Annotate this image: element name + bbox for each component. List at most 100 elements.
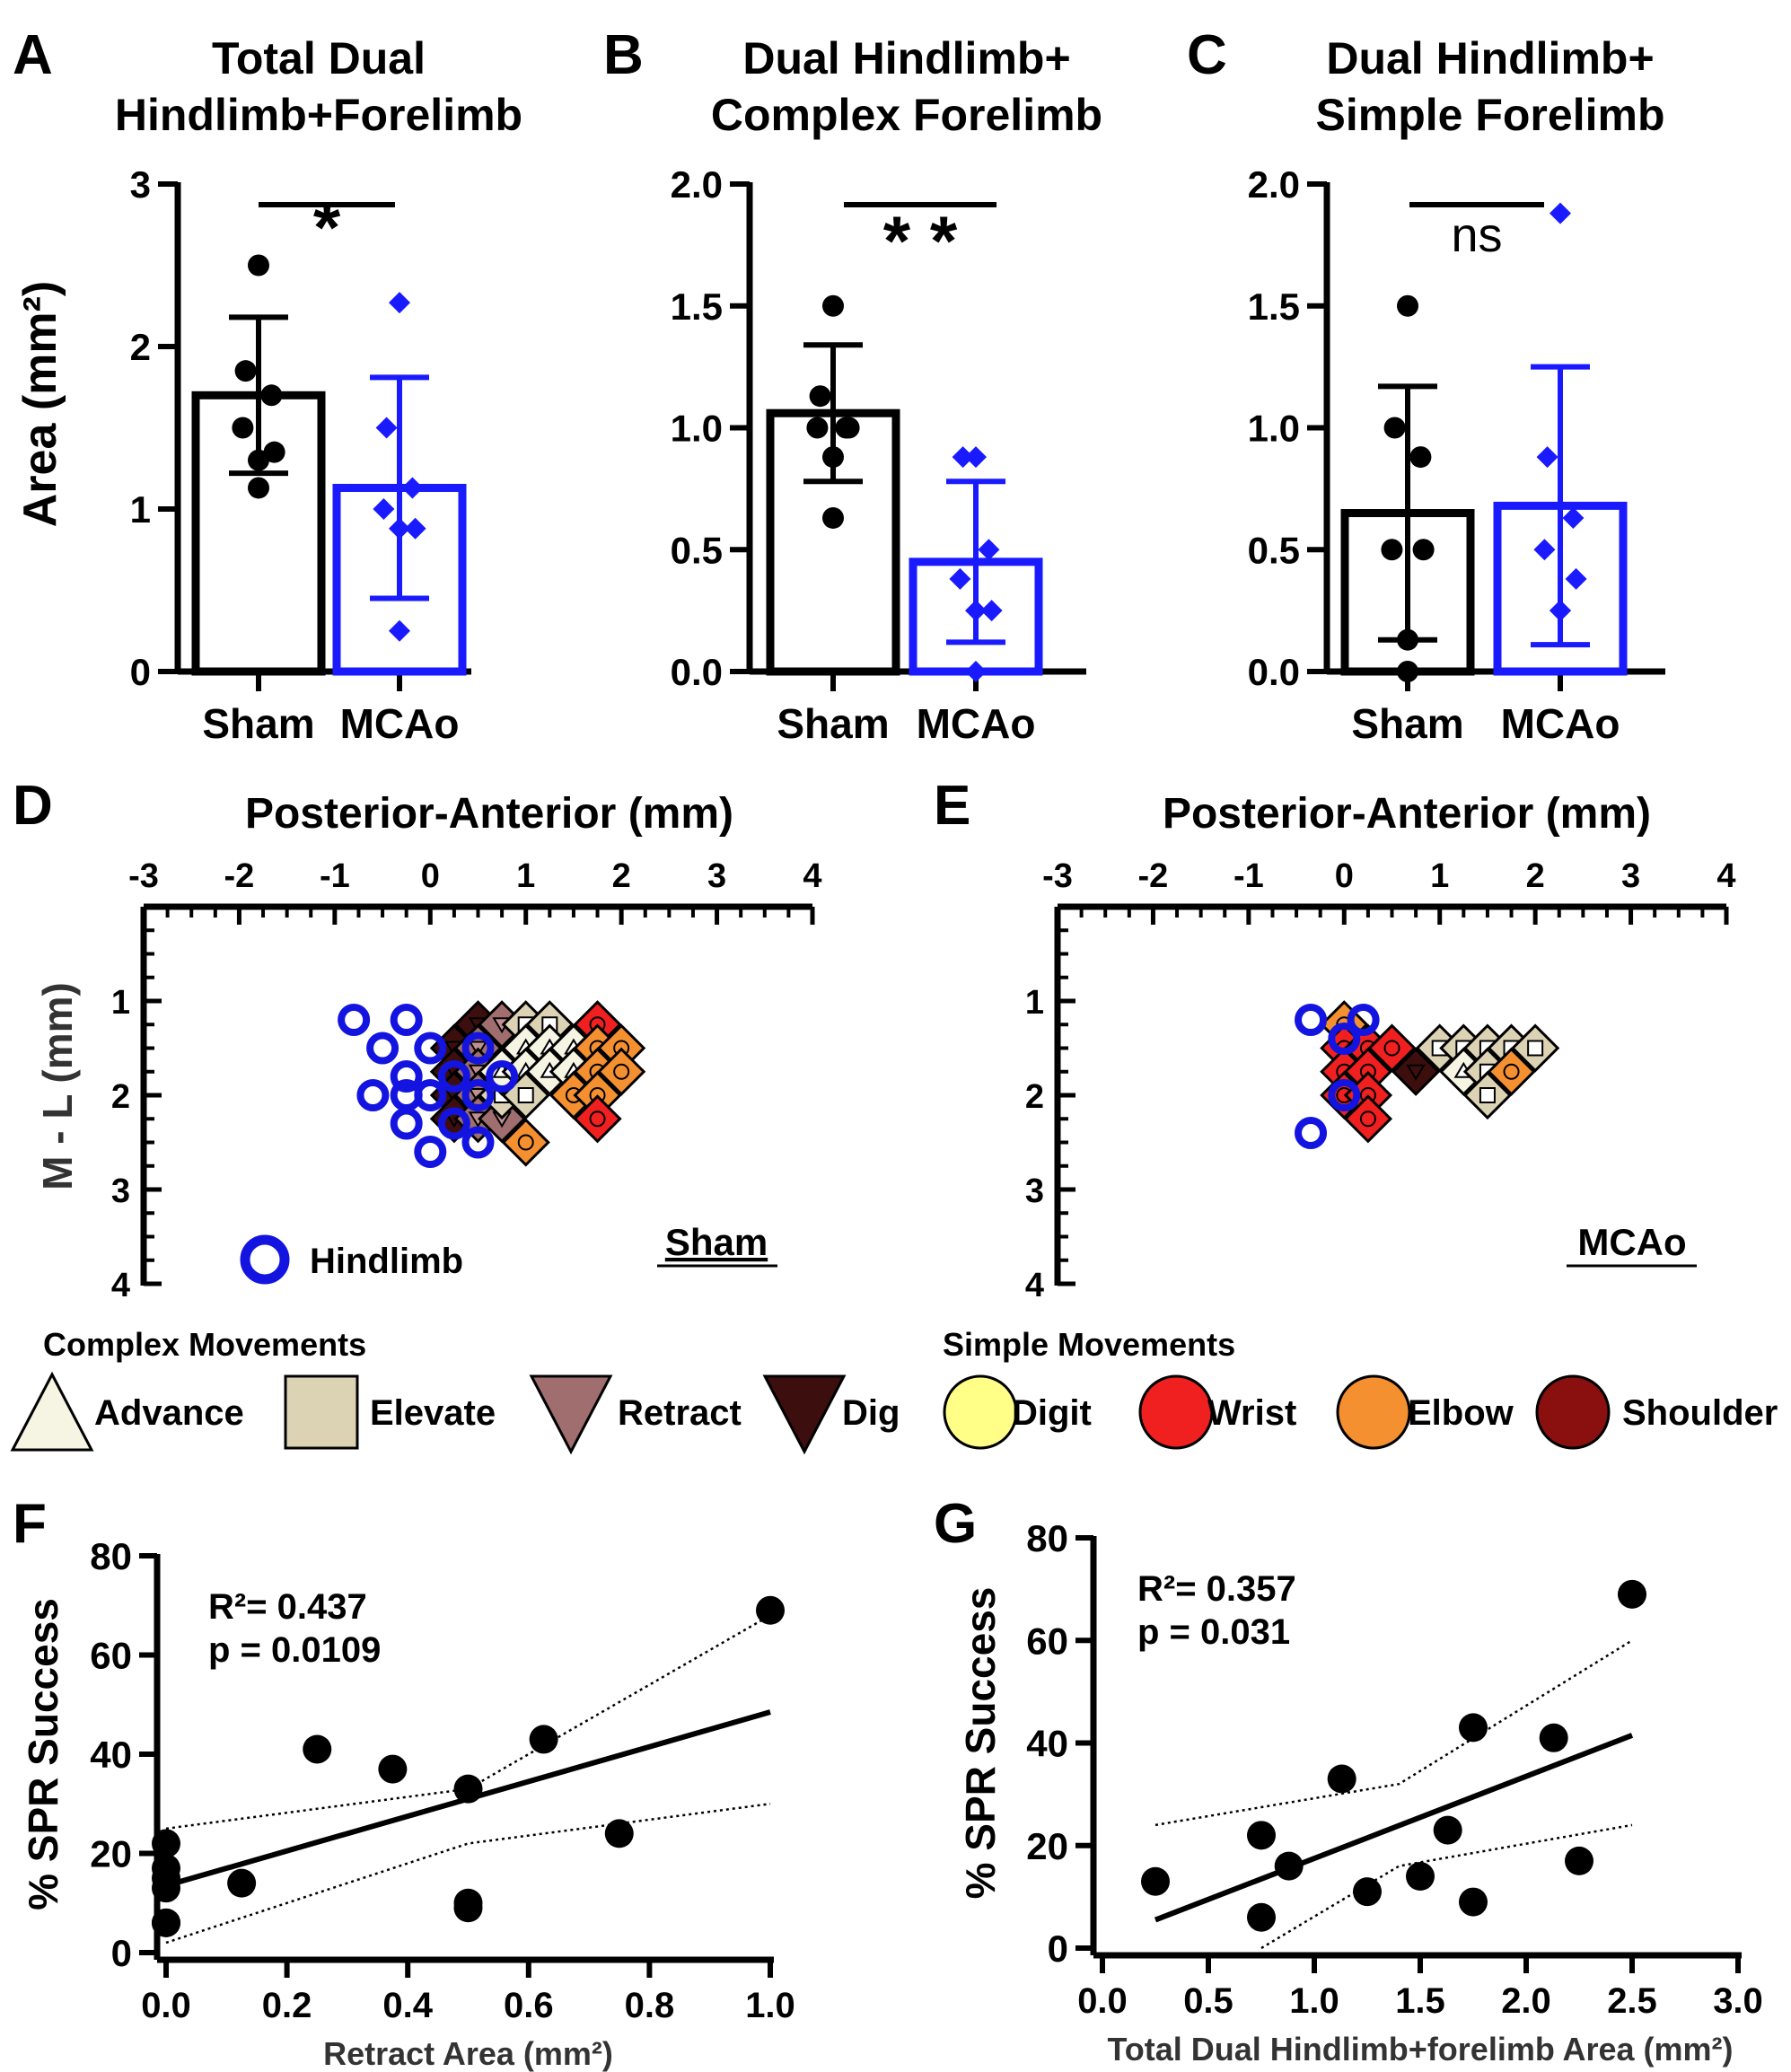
- data-point: [1565, 567, 1587, 590]
- data-point: [1247, 1821, 1276, 1850]
- hindlimb-site: [366, 1032, 399, 1065]
- x-tick-label: 0.4: [382, 1986, 433, 2025]
- data-point: [949, 567, 971, 590]
- data-point: [227, 1868, 257, 1898]
- data-point: [1459, 1887, 1488, 1917]
- x-tick-label: 4: [1716, 857, 1735, 895]
- data-point: [1327, 1764, 1356, 1794]
- panel-letter-c: C: [1187, 24, 1227, 86]
- data-point: [1409, 446, 1432, 469]
- data-point: [1397, 661, 1418, 682]
- data-point: [1353, 1877, 1382, 1907]
- hindlimb-site: [390, 1060, 423, 1093]
- y-tick-label: 1.5: [1248, 285, 1300, 328]
- data-point: [952, 446, 974, 469]
- y-tick-label: 4: [111, 1267, 130, 1304]
- ci-upper-band: [165, 1614, 771, 1831]
- x-tick-label: 3: [707, 857, 726, 895]
- y-tick-label: 2.0: [1248, 163, 1300, 206]
- y-tick-label: 1: [111, 984, 130, 1022]
- y-tick-label: 40: [90, 1734, 132, 1776]
- data-point: [453, 1893, 483, 1923]
- data-point: [604, 1819, 634, 1848]
- y-tick-label: 80: [1026, 1517, 1068, 1559]
- y-tick-label: 40: [1026, 1723, 1068, 1765]
- hindlimb-site: [461, 1032, 495, 1065]
- y-tick-label: 0: [1048, 1927, 1068, 1970]
- data-point: [838, 417, 860, 439]
- bar-chart-c: 0.0 0.5 1.0 1.5 2.0 Sham MCAo ns: [1248, 163, 1665, 747]
- data-point: [822, 294, 844, 317]
- panel-b-title-line1: Dual Hindlimb+: [742, 33, 1070, 83]
- x-tick-label: 4: [803, 857, 821, 895]
- y-tick-label: 20: [90, 1833, 132, 1875]
- panel-a-title-line1: Total Dual: [212, 33, 426, 83]
- data-point: [1536, 446, 1558, 469]
- data-point: [1397, 294, 1418, 317]
- y-tick-label: 2: [1025, 1078, 1044, 1116]
- hindlimb-legend-label: Hindlimb: [310, 1242, 463, 1281]
- panel-e-xaxis-title: Posterior-Anterior (mm): [1163, 790, 1651, 838]
- x-category-label: MCAo: [917, 700, 1036, 747]
- data-point: [248, 449, 269, 471]
- data-point: [529, 1725, 558, 1754]
- y-tick-label: 3: [130, 163, 151, 206]
- panel-c-title-line1: Dual Hindlimb+: [1326, 33, 1654, 83]
- ci-upper-band: [1154, 1639, 1633, 1827]
- y-tick-label: 3: [1025, 1172, 1044, 1210]
- x-tick-label: 1: [1430, 857, 1449, 895]
- legend-label-elbow: Elbow: [1408, 1393, 1514, 1433]
- hindlimb-site: [1295, 1004, 1328, 1036]
- x-tick-label: -1: [320, 857, 350, 895]
- elbow-icon: [1336, 1374, 1411, 1450]
- x-tick-label: 0.2: [262, 1986, 312, 2025]
- data-point: [1412, 539, 1435, 561]
- hindlimb-site: [1295, 1117, 1328, 1149]
- elevate-marker: [517, 1087, 534, 1103]
- y-axis-label: Area (mm²): [14, 281, 66, 528]
- dig-icon: [762, 1374, 847, 1455]
- x-tick-label: -3: [1042, 857, 1073, 895]
- panel-d-xaxis-title: Posterior-Anterior (mm): [245, 790, 733, 838]
- y-tick-label: 1.0: [671, 408, 723, 450]
- advance-icon: [10, 1371, 94, 1452]
- elevate-marker: [1527, 1040, 1544, 1057]
- panel-letter-a: A: [13, 24, 53, 86]
- y-tick-label: 60: [1026, 1620, 1068, 1662]
- y-tick-label: 1: [130, 488, 151, 531]
- x-tick-label: 1.0: [745, 1986, 795, 2025]
- y-axis-label: % SPR Success: [20, 1598, 66, 1910]
- data-point: [978, 539, 1000, 561]
- data-point: [303, 1734, 332, 1764]
- y-tick-label: 1: [1025, 984, 1044, 1022]
- panel-letter-e: E: [934, 775, 970, 837]
- data-point: [404, 517, 426, 540]
- x-tick-label: 2.0: [1501, 1981, 1551, 2021]
- data-point: [822, 446, 844, 469]
- data-point: [373, 498, 395, 520]
- y-tick-label: 1.0: [1248, 408, 1300, 450]
- x-tick-label: -3: [128, 857, 159, 895]
- data-point: [1397, 628, 1418, 651]
- data-point: [1562, 506, 1585, 529]
- data-point: [389, 619, 410, 642]
- shoulder-icon: [1535, 1374, 1611, 1450]
- retract-icon: [529, 1374, 613, 1455]
- data-point: [1539, 1723, 1568, 1752]
- elbow-marker: [1503, 1063, 1520, 1080]
- elbow-marker: [613, 1063, 630, 1080]
- complex-movements-title: Complex Movements: [43, 1326, 366, 1363]
- dig-marker: [1406, 1064, 1426, 1081]
- legend-label-elevate: Elevate: [370, 1393, 496, 1433]
- data-point: [965, 661, 987, 682]
- hindlimb-site: [1328, 1023, 1361, 1055]
- bar-chart-b: 0.0 0.5 1.0 1.5 2.0 Sham MCAo * *: [671, 163, 1086, 747]
- hindlimb-site: [414, 1136, 447, 1168]
- y-tick-label: 0.0: [1248, 651, 1300, 693]
- data-point: [401, 477, 424, 499]
- x-tick-label: 2: [1526, 857, 1545, 895]
- x-tick-label: 0.0: [1077, 1981, 1128, 2021]
- x-tick-label: 1.0: [1289, 1981, 1339, 2021]
- data-point: [965, 446, 987, 469]
- y-tick-label: 2: [130, 326, 151, 368]
